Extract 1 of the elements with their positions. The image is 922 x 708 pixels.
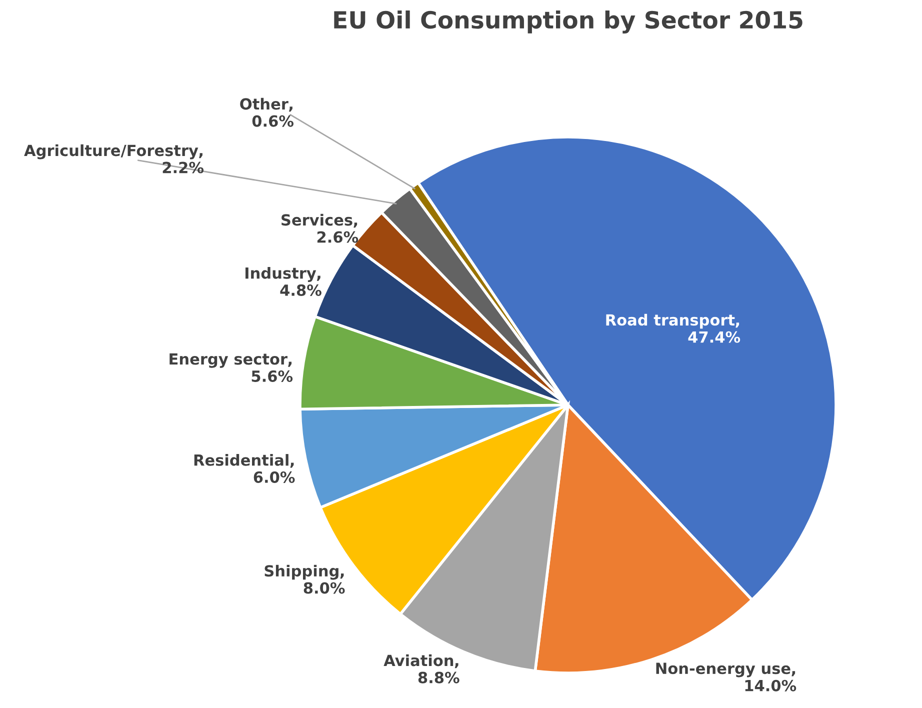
chart-title: EU Oil Consumption by Sector 2015 — [334, 10, 802, 34]
